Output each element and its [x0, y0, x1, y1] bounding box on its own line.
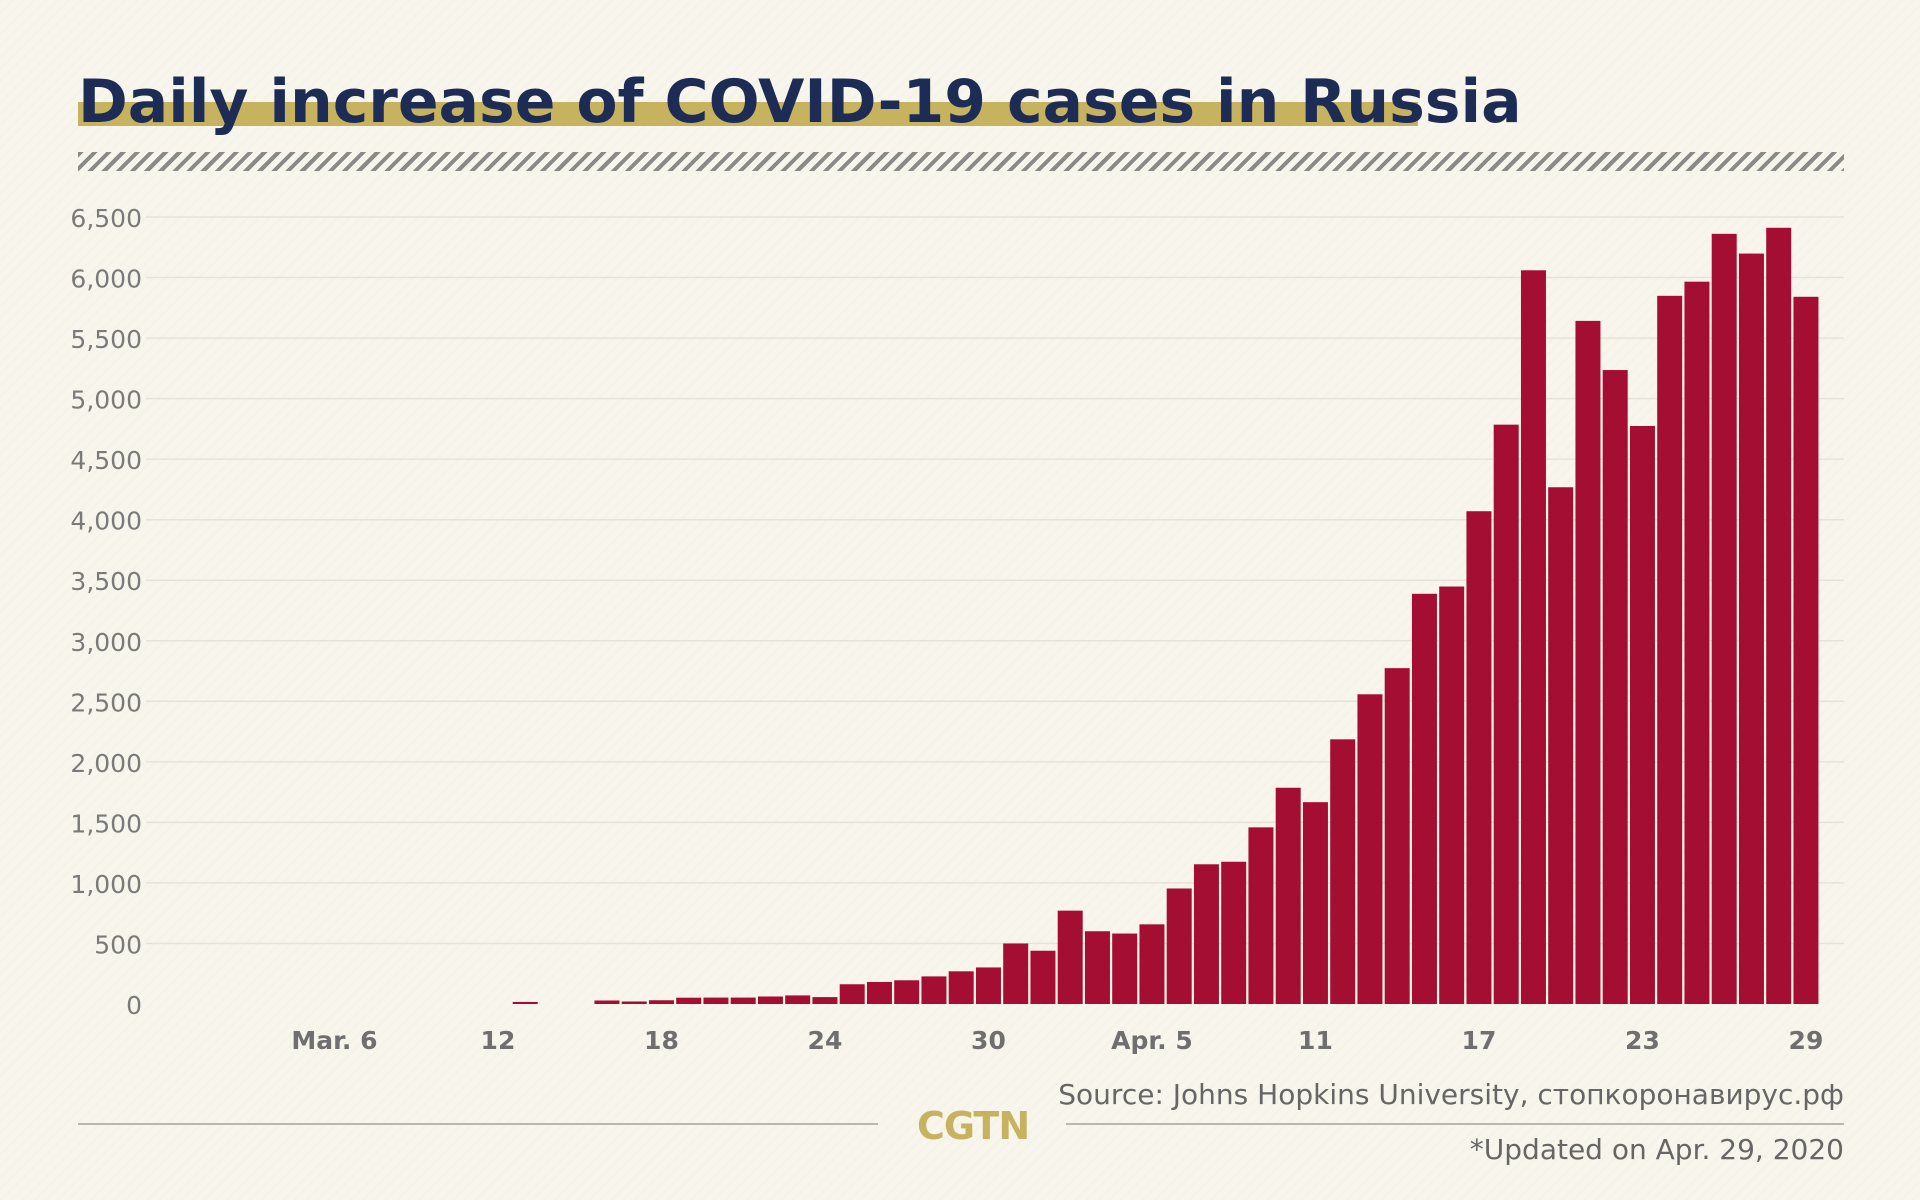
updated-note: *Updated on Apr. 29, 2020	[1469, 1133, 1844, 1166]
y-tick-label: 2,500	[70, 688, 142, 717]
bar	[1738, 253, 1764, 1004]
title-area: Daily increase of COVID-19 cases in Russ…	[78, 62, 1522, 142]
bar	[1139, 924, 1165, 1004]
bar	[1030, 950, 1056, 1004]
source-note: Source: Johns Hopkins University, стопко…	[1058, 1078, 1844, 1111]
bar	[948, 971, 974, 1004]
x-tick-label: 30	[971, 1026, 1006, 1055]
bar	[621, 1001, 647, 1004]
bar	[1602, 370, 1628, 1004]
hatched-divider	[78, 152, 1844, 171]
y-tick-label: 2,000	[70, 749, 142, 778]
bar	[1330, 739, 1356, 1004]
x-axis: Mar. 6 12 18 24 30 Apr. 5 11 17 23 29	[291, 1026, 1823, 1055]
y-tick-label: 0	[126, 991, 142, 1020]
bar	[812, 997, 838, 1004]
footer-line-right	[1066, 1123, 1844, 1125]
bar	[839, 984, 865, 1004]
y-tick-label: 1,000	[70, 870, 142, 899]
bar	[730, 997, 756, 1004]
bar	[1221, 861, 1247, 1004]
bar	[1575, 320, 1601, 1004]
bar	[757, 996, 783, 1004]
y-tick-label: 3,000	[70, 628, 142, 657]
footer-line-left	[78, 1123, 878, 1125]
bar	[1711, 233, 1737, 1004]
bar	[1003, 943, 1029, 1004]
title-highlight-bar	[78, 102, 1418, 126]
y-tick-label: 4,000	[70, 507, 142, 536]
bar	[676, 997, 702, 1004]
bar	[1302, 802, 1328, 1004]
bar	[921, 976, 947, 1004]
y-axis: 0 500 1,000 1,500 2,000 2,500 3,000 3,500 4,000 4…	[70, 204, 142, 1020]
bar	[866, 981, 892, 1004]
x-tick-label: 23	[1625, 1026, 1660, 1055]
bar	[975, 967, 1001, 1004]
x-tick-label: 17	[1462, 1026, 1497, 1055]
bar	[703, 997, 729, 1004]
x-tick-label: 24	[808, 1026, 843, 1055]
bar	[1193, 864, 1219, 1004]
bar	[1766, 227, 1792, 1004]
y-tick-label: 3,500	[70, 567, 142, 596]
bar	[894, 980, 920, 1004]
bar	[1793, 296, 1819, 1005]
bar	[1248, 827, 1274, 1004]
x-tick-label: 12	[481, 1026, 516, 1055]
bar	[512, 1001, 538, 1004]
x-tick-label: Apr. 5	[1111, 1026, 1193, 1055]
bar	[594, 1000, 620, 1004]
bar	[1493, 424, 1519, 1004]
x-tick-label: 29	[1789, 1026, 1824, 1055]
bar	[1684, 281, 1710, 1004]
bar	[785, 995, 811, 1004]
y-tick-label: 500	[94, 930, 142, 959]
bar	[1411, 593, 1437, 1004]
bar	[1057, 910, 1083, 1004]
bar	[1166, 888, 1192, 1004]
x-tick-label: 11	[1298, 1026, 1333, 1055]
bar	[1357, 694, 1383, 1004]
x-tick-label: 18	[644, 1026, 679, 1055]
bar	[1548, 487, 1574, 1005]
bar	[648, 1000, 674, 1004]
y-tick-label: 4,500	[70, 446, 142, 475]
y-tick-label: 6,500	[70, 204, 142, 233]
bar	[1084, 931, 1110, 1004]
y-tick-label: 5,500	[70, 325, 142, 354]
bar	[1439, 586, 1465, 1004]
bar	[1112, 933, 1138, 1004]
chart-title: Daily increase of COVID-19 cases in Russ…	[78, 67, 1522, 137]
y-tick-label: 5,000	[70, 386, 142, 415]
y-tick-label: 1,500	[70, 809, 142, 838]
bar-chart: 0 500 1,000 1,500 2,000 2,500 3,000 3,500 4,000 4…	[70, 204, 1844, 1055]
bar	[1520, 270, 1546, 1005]
y-tick-label: 6,000	[70, 265, 142, 294]
x-tick-label: Mar. 6	[291, 1026, 377, 1055]
cgtn-logo: CGTN	[917, 1104, 1030, 1148]
bars	[512, 227, 1819, 1005]
bar	[1466, 511, 1492, 1004]
bar	[1384, 668, 1410, 1004]
bar	[1657, 295, 1683, 1005]
bar	[1275, 787, 1301, 1004]
bar	[1629, 425, 1655, 1004]
